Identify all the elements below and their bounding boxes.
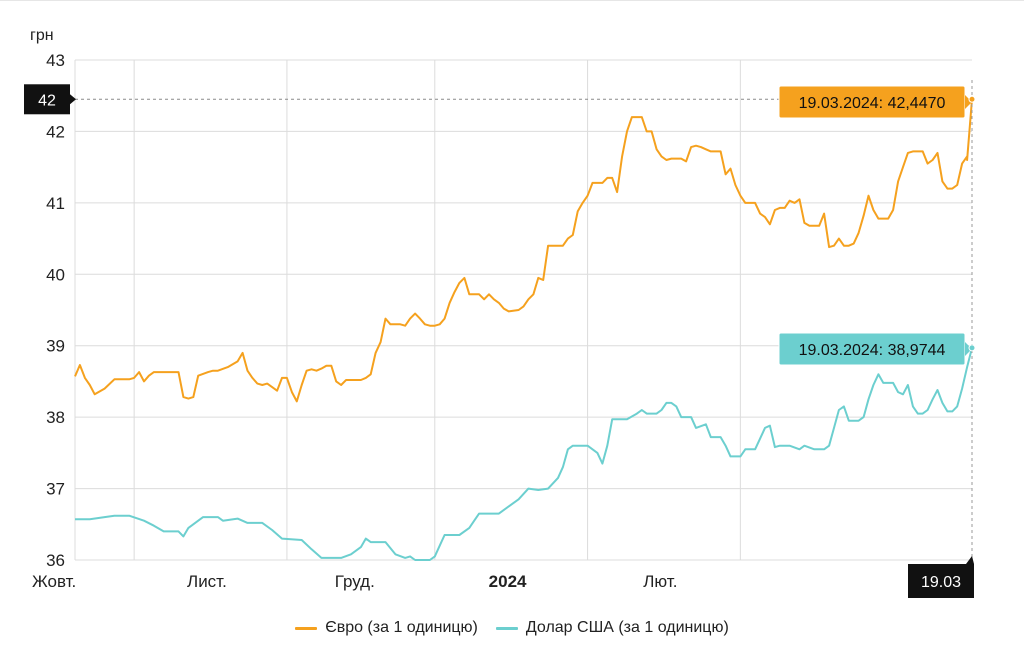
series-line-0 <box>74 99 973 403</box>
x-tick-label: Груд. <box>335 572 375 591</box>
x-tick-label: Лист. <box>187 572 227 591</box>
y-marker-box <box>24 84 70 115</box>
series-end-point <box>968 344 976 352</box>
unit-label: грн <box>30 27 54 44</box>
y-axis: 36 37 38 39 40 41 42 43 грн <box>30 27 65 570</box>
y-tick-label: 41 <box>46 194 65 213</box>
x-tick-label: Жовт. <box>32 572 76 591</box>
y-tick-label: 36 <box>46 551 65 570</box>
tooltip-pointer <box>965 342 972 356</box>
x-marker-pointer <box>966 556 974 564</box>
x-tick-label: Лют. <box>643 572 677 591</box>
x-tick-label: 2024 <box>489 572 527 591</box>
legend-label: Долар США (за 1 одиницю) <box>525 619 729 636</box>
y-tick-label: 39 <box>46 337 65 356</box>
tooltip-0: 19.03.2024: 42,4470 <box>778 85 976 119</box>
y-tick-label: 43 <box>46 51 65 70</box>
grid <box>74 59 972 561</box>
x-crosshair-marker: 19.03 <box>908 556 974 598</box>
y-marker-label: 42 <box>38 92 56 109</box>
y-marker-pointer <box>70 94 76 105</box>
y-tick-label: 42 <box>46 122 65 141</box>
tooltip-text: 19.03.2024: 42,4470 <box>799 95 946 112</box>
legend-item-0[interactable]: Євро (за 1 одиницю) <box>295 619 478 637</box>
legend: Євро (за 1 одиницю) Долар США (за 1 одини… <box>0 616 1024 640</box>
tooltip-pointer <box>965 95 972 109</box>
y-crosshair-marker: 42 <box>24 84 76 115</box>
x-axis: Жовт. Лист. Груд. 2024 Лют. <box>32 572 677 591</box>
legend-item-1[interactable]: Долар США (за 1 одиницю) <box>495 619 729 637</box>
y-tick-label: 37 <box>46 480 65 499</box>
x-marker-box <box>908 564 974 598</box>
top-divider <box>0 0 1024 1</box>
y-tick-label: 38 <box>46 408 65 427</box>
crosshair-overlay: 42 19.03 19.03.2024: 42,4470 19.03.2024: 38… <box>24 80 976 598</box>
series-line-1 <box>75 347 973 561</box>
legend-label: Євро (за 1 одиницю) <box>325 619 478 636</box>
series-layer <box>74 99 973 561</box>
legend-swatch <box>495 626 518 630</box>
legend-swatch <box>295 626 318 630</box>
y-tick-label: 40 <box>46 265 65 284</box>
series-end-point <box>968 95 976 103</box>
tooltip-1: 19.03.2024: 38,9744 <box>778 332 976 366</box>
x-marker-label: 19.03 <box>921 574 961 591</box>
tooltip-text: 19.03.2024: 38,9744 <box>799 342 946 359</box>
